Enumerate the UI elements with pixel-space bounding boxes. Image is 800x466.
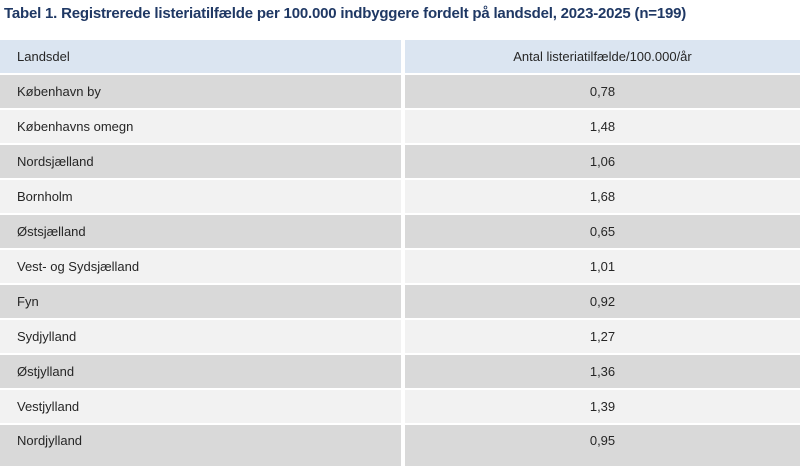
table-row-value: 1,39 (405, 390, 800, 423)
table-row-value: 0,95 (405, 425, 800, 466)
table-row-landsdel: Østsjælland (0, 215, 401, 248)
table-row-value: 0,92 (405, 285, 800, 318)
table-row-landsdel: Københavns omegn (0, 110, 401, 143)
data-table: Landsdel Antal listeriatilfælde/100.000/… (0, 40, 800, 466)
table-row-landsdel: Nordsjælland (0, 145, 401, 178)
table-row-landsdel: København by (0, 75, 401, 108)
column-header-landsdel: Landsdel (0, 40, 401, 73)
table-row-landsdel: Sydjylland (0, 320, 401, 353)
table-row-value: 1,48 (405, 110, 800, 143)
table-row-landsdel: Fyn (0, 285, 401, 318)
table-row-value: 1,36 (405, 355, 800, 388)
table-title: Tabel 1. Registrerede listeriatilfælde p… (4, 5, 687, 22)
table-row-value: 0,65 (405, 215, 800, 248)
table-row-landsdel: Bornholm (0, 180, 401, 213)
table-row-value: 1,27 (405, 320, 800, 353)
table-row-landsdel: Nordjylland (0, 425, 401, 466)
table-row-value: 1,01 (405, 250, 800, 283)
table-row-value: 1,68 (405, 180, 800, 213)
table-row-landsdel: Vestjylland (0, 390, 401, 423)
table-row-value: 0,78 (405, 75, 800, 108)
column-header-antal: Antal listeriatilfælde/100.000/år (405, 40, 800, 73)
table-row-value: 1,06 (405, 145, 800, 178)
table-row-landsdel: Østjylland (0, 355, 401, 388)
table-row-landsdel: Vest- og Sydsjælland (0, 250, 401, 283)
